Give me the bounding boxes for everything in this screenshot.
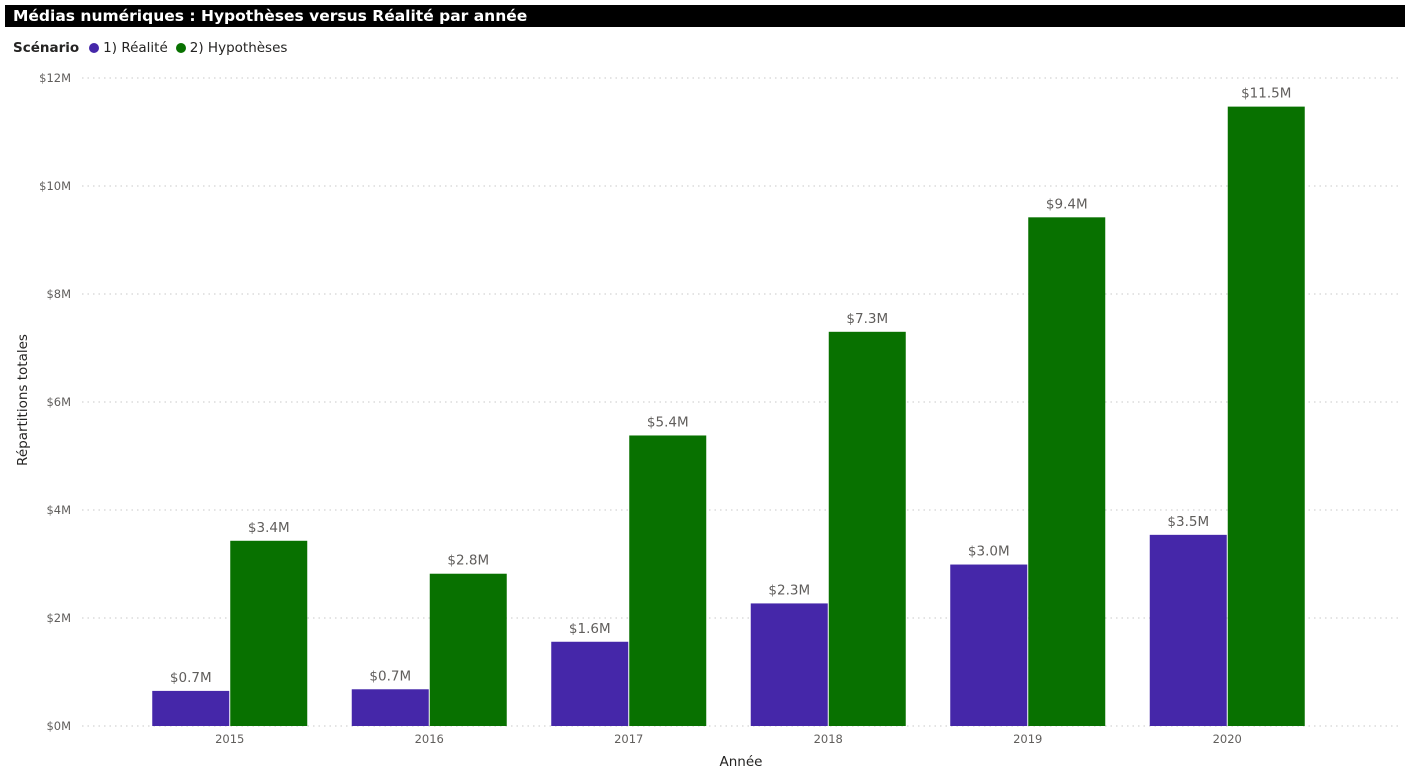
bar-realite-2020[interactable]	[1149, 534, 1227, 726]
bar-hypotheses-2018[interactable]	[828, 331, 906, 726]
bar-hypotheses-2019[interactable]	[1028, 217, 1106, 726]
data-label: $11.5M	[1241, 86, 1291, 102]
x-tick-label: 2015	[215, 732, 244, 746]
data-label: $2.3M	[768, 582, 810, 598]
bar-realite-2015[interactable]	[152, 690, 230, 726]
y-tick-label: $2M	[46, 611, 71, 625]
x-tick-label: 2016	[415, 732, 444, 746]
data-label: $9.4M	[1046, 196, 1088, 212]
data-label: $0.7M	[369, 668, 411, 684]
data-label: $5.4M	[647, 414, 689, 430]
bar-realite-2016[interactable]	[351, 689, 429, 726]
chart-title: Médias numériques : Hypothèses versus Ré…	[5, 5, 1405, 27]
bar-hypotheses-2020[interactable]	[1227, 106, 1305, 727]
data-label: $2.8M	[447, 553, 489, 569]
bar-realite-2018[interactable]	[750, 603, 828, 726]
y-tick-label: $12M	[39, 71, 71, 85]
x-tick-label: 2020	[1213, 732, 1242, 746]
data-label: $3.0M	[968, 544, 1010, 560]
y-tick-label: $0M	[46, 719, 71, 733]
legend-label-realite: 1) Réalité	[103, 40, 168, 56]
y-axis-title: Répartitions totales	[15, 334, 31, 466]
y-tick-label: $6M	[46, 395, 71, 409]
data-label: $3.5M	[1167, 514, 1209, 530]
x-axis-title: Année	[720, 754, 763, 770]
legend-dot-realite	[89, 43, 100, 53]
legend-item-realite[interactable]: 1) Réalité	[89, 40, 168, 56]
bar-hypotheses-2015[interactable]	[230, 540, 308, 726]
bar-realite-2017[interactable]	[551, 641, 629, 726]
data-label: $1.6M	[569, 621, 611, 637]
bar-hypotheses-2017[interactable]	[629, 435, 707, 726]
y-tick-label: $4M	[46, 503, 71, 517]
legend-dot-hypotheses	[175, 43, 186, 53]
legend-item-hypotheses[interactable]: 2) Hypothèses	[175, 40, 288, 56]
x-tick-label: 2019	[1013, 732, 1042, 746]
legend-title: Scénario	[13, 40, 80, 56]
x-tick-label: 2018	[814, 732, 843, 746]
y-tick-label: $8M	[46, 287, 71, 301]
data-label: $7.3M	[846, 311, 888, 327]
bar-hypotheses-2016[interactable]	[429, 573, 507, 726]
legend: Scénario 1) Réalité 2) Hypothèses	[13, 39, 295, 57]
x-tick-label: 2017	[614, 732, 643, 746]
bar-realite-2019[interactable]	[950, 564, 1028, 726]
data-label: $0.7M	[170, 670, 212, 686]
y-tick-label: $10M	[39, 179, 71, 193]
legend-label-hypotheses: 2) Hypothèses	[189, 40, 288, 56]
data-label: $3.4M	[248, 520, 290, 536]
